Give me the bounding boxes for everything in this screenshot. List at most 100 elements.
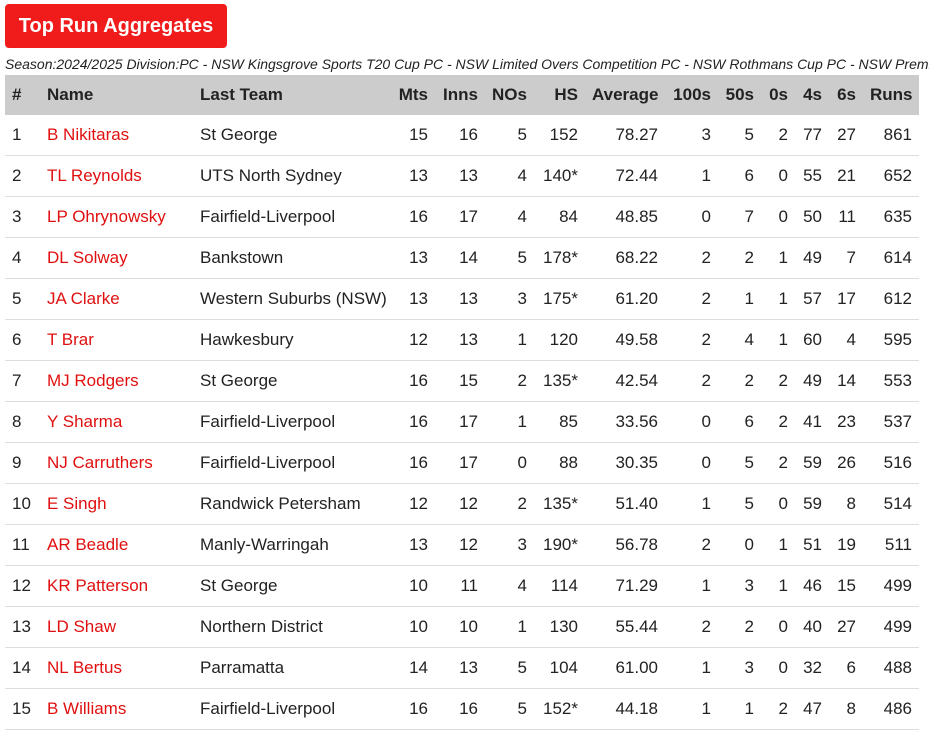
table-cell: 652 (863, 155, 919, 197)
column-header: Name (40, 75, 193, 115)
table-cell: 42.54 (585, 360, 665, 402)
table-cell: 12 (435, 524, 485, 566)
table-cell: 0 (761, 483, 795, 525)
column-header: 6s (829, 75, 863, 115)
table-cell: 7 (829, 237, 863, 279)
table-cell: 51 (795, 524, 829, 566)
player-name-link[interactable]: B Nikitaras (40, 115, 193, 156)
table-cell: 32 (795, 647, 829, 689)
table-cell: Bankstown (193, 237, 390, 279)
player-name-link[interactable]: B Williams (40, 688, 193, 730)
table-cell: 178* (534, 237, 585, 279)
table-cell: 61.20 (585, 278, 665, 320)
player-row: 15 B Williams Fairfield-Liverpool 16 16 5 152*… (5, 688, 919, 730)
table-cell: St George (193, 360, 390, 402)
table-cell: 114 (534, 565, 585, 607)
table-cell: 1 (485, 606, 534, 648)
table-cell: 1 (761, 565, 795, 607)
table-cell: 2 (665, 237, 718, 279)
table-cell: 5 (485, 115, 534, 156)
table-cell: 0 (665, 442, 718, 484)
player-name-link[interactable]: NJ Carruthers (40, 442, 193, 484)
header-row: # Name Last Team Mts Inns NOs HS Average 100s 50s… (5, 75, 919, 115)
table-cell: 499 (863, 565, 919, 607)
table-cell: 0 (761, 606, 795, 648)
player-name-link[interactable]: E Singh (40, 483, 193, 525)
table-cell: 50 (795, 196, 829, 238)
player-row: 3 LP Ohrynowsky Fairfield-Liverpool 16 17 4 84… (5, 196, 919, 238)
table-cell: 10 (390, 606, 435, 648)
table-cell: 9 (5, 442, 40, 484)
table-cell: 16 (390, 442, 435, 484)
table-cell: 6 (718, 401, 761, 443)
table-cell: 16 (435, 115, 485, 156)
player-name-link[interactable]: T Brar (40, 319, 193, 361)
table-cell: Fairfield-Liverpool (193, 401, 390, 443)
column-header: Last Team (193, 75, 390, 115)
table-cell: 8 (5, 401, 40, 443)
table-cell: 23 (829, 401, 863, 443)
column-header: NOs (485, 75, 534, 115)
table-cell: 85 (534, 401, 585, 443)
table-cell: 3 (485, 524, 534, 566)
player-row: 5 JA Clarke Western Suburbs (NSW) 13 13 3 175*… (5, 278, 919, 320)
table-cell: 71.29 (585, 565, 665, 607)
table-cell: 60 (795, 319, 829, 361)
table-cell: 3 (485, 278, 534, 320)
table-cell: 26 (829, 442, 863, 484)
aggregates-table: # Name Last Team Mts Inns NOs HS Average 100s 50s… (5, 75, 919, 730)
table-cell: 5 (718, 442, 761, 484)
table-cell: 3 (718, 647, 761, 689)
column-header: Mts (390, 75, 435, 115)
player-name-link[interactable]: AR Beadle (40, 524, 193, 566)
table-cell: 59 (795, 483, 829, 525)
player-name-link[interactable]: JA Clarke (40, 278, 193, 320)
table-cell: 49 (795, 360, 829, 402)
column-header: 100s (665, 75, 718, 115)
table-cell: 13 (435, 278, 485, 320)
table-cell: 7 (5, 360, 40, 402)
player-name-link[interactable]: DL Solway (40, 237, 193, 279)
table-cell: 6 (718, 155, 761, 197)
table-cell: Fairfield-Liverpool (193, 688, 390, 730)
table-cell: 2 (665, 319, 718, 361)
table-cell: 13 (390, 155, 435, 197)
table-cell: 1 (761, 524, 795, 566)
table-cell: 17 (435, 401, 485, 443)
player-name-link[interactable]: LP Ohrynowsky (40, 196, 193, 238)
table-cell: 553 (863, 360, 919, 402)
table-cell: 56.78 (585, 524, 665, 566)
table-cell: 0 (761, 647, 795, 689)
column-header: Average (585, 75, 665, 115)
player-name-link[interactable]: MJ Rodgers (40, 360, 193, 402)
table-cell: 48.85 (585, 196, 665, 238)
table-cell: 13 (435, 155, 485, 197)
table-cell: 21 (829, 155, 863, 197)
table-cell: 78.27 (585, 115, 665, 156)
player-name-link[interactable]: TL Reynolds (40, 155, 193, 197)
table-cell: 55 (795, 155, 829, 197)
table-cell: 19 (829, 524, 863, 566)
player-name-link[interactable]: LD Shaw (40, 606, 193, 648)
table-cell: 5 (5, 278, 40, 320)
table-cell: 2 (665, 360, 718, 402)
table-cell: 1 (485, 401, 534, 443)
table-cell: 516 (863, 442, 919, 484)
player-name-link[interactable]: Y Sharma (40, 401, 193, 443)
player-name-link[interactable]: KR Patterson (40, 565, 193, 607)
table-cell: 2 (718, 360, 761, 402)
table-cell: 14 (390, 647, 435, 689)
table-cell: Manly-Warringah (193, 524, 390, 566)
column-header: 50s (718, 75, 761, 115)
player-name-link[interactable]: NL Bertus (40, 647, 193, 689)
table-cell: 5 (718, 483, 761, 525)
table-cell: 11 (829, 196, 863, 238)
table-cell: 13 (390, 237, 435, 279)
table-cell: 2 (5, 155, 40, 197)
table-cell: 41 (795, 401, 829, 443)
table-cell: 5 (485, 688, 534, 730)
table-cell: 2 (485, 360, 534, 402)
table-cell: 4 (829, 319, 863, 361)
table-cell: 135* (534, 483, 585, 525)
